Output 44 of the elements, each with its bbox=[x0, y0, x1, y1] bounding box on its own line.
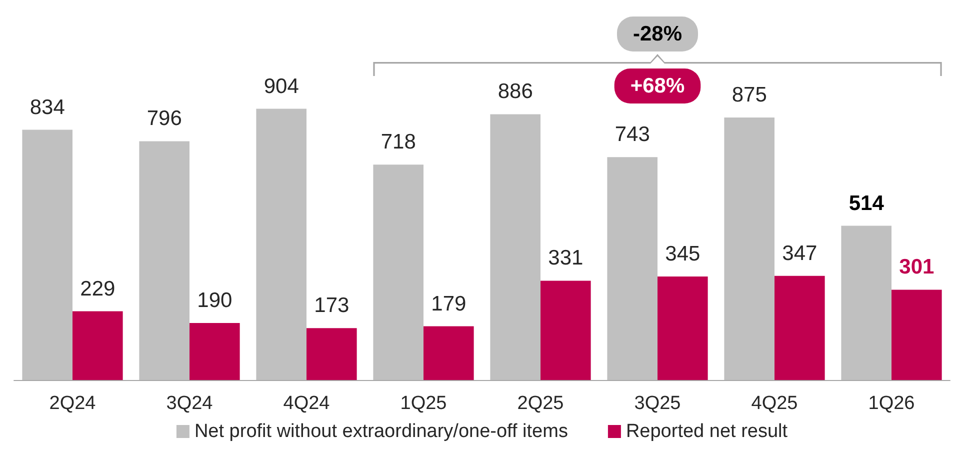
bar bbox=[540, 280, 591, 380]
bar bbox=[139, 141, 190, 380]
x-tick-label: 3Q24 bbox=[166, 393, 214, 414]
bar bbox=[841, 226, 892, 380]
legend-label: Net profit without extraordinary/one-off items bbox=[194, 421, 568, 442]
bar bbox=[658, 276, 708, 380]
data-label: 331 bbox=[548, 246, 584, 270]
x-tick-label: 3Q25 bbox=[634, 393, 681, 414]
data-label: 514 bbox=[848, 192, 884, 215]
x-tick-label: 2Q24 bbox=[49, 393, 96, 414]
bar bbox=[256, 108, 306, 380]
data-label: 190 bbox=[197, 289, 232, 312]
bar bbox=[306, 328, 357, 380]
data-label: 179 bbox=[431, 292, 466, 316]
x-tick-label: 4Q25 bbox=[751, 393, 798, 414]
text: +68% bbox=[630, 74, 685, 98]
data-label: 875 bbox=[732, 84, 767, 106]
bar bbox=[22, 130, 72, 380]
bar bbox=[72, 311, 123, 380]
data-label: 229 bbox=[80, 277, 116, 300]
data-label: 743 bbox=[614, 123, 650, 146]
data-label: 301 bbox=[899, 256, 934, 279]
bar bbox=[373, 164, 424, 380]
bar bbox=[490, 114, 540, 380]
bar bbox=[424, 326, 474, 380]
data-label: 347 bbox=[782, 242, 818, 265]
bar bbox=[774, 276, 825, 380]
data-label: 718 bbox=[380, 130, 416, 154]
x-tick-label: 2Q25 bbox=[517, 393, 564, 414]
data-label: 173 bbox=[314, 294, 350, 318]
bar bbox=[190, 323, 240, 380]
data-label: 796 bbox=[146, 107, 182, 130]
bar bbox=[607, 157, 658, 380]
x-tick-label: 1Q25 bbox=[400, 393, 447, 414]
data-label: 345 bbox=[665, 242, 700, 266]
bar bbox=[724, 118, 774, 380]
data-label: 904 bbox=[264, 74, 300, 98]
x-tick-label: 4Q24 bbox=[283, 393, 330, 414]
text: -28% bbox=[632, 22, 682, 46]
data-label: 834 bbox=[30, 96, 66, 119]
legend-label: Reported net result bbox=[626, 421, 788, 442]
bar bbox=[892, 290, 942, 380]
data-label: 886 bbox=[498, 80, 533, 104]
x-tick-label: 1Q26 bbox=[868, 393, 915, 414]
